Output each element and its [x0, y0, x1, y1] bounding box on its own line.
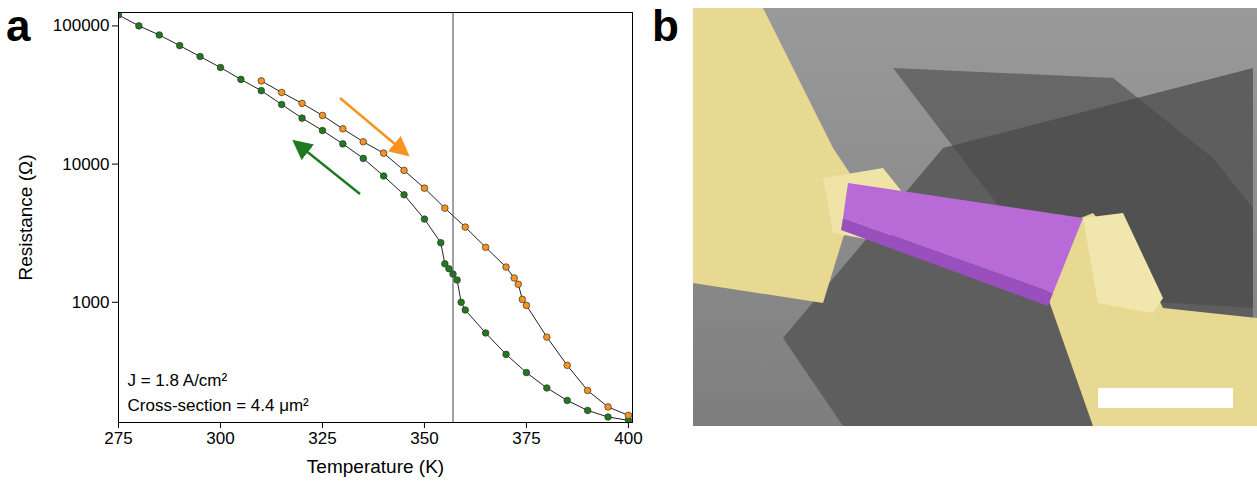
svg-text:Resistance (Ω): Resistance (Ω) [15, 154, 36, 280]
html-text:b: b [652, 1, 679, 50]
svg-text:300: 300 [206, 429, 234, 448]
svg-text:100000: 100000 [53, 16, 110, 35]
html-text:a: a [6, 1, 31, 50]
svg-text:400: 400 [614, 429, 642, 448]
svg-text:10000: 10000 [62, 155, 109, 174]
svg-text:1000: 1000 [72, 293, 110, 312]
svg-text:350: 350 [410, 429, 438, 448]
svg-text:Temperature (K): Temperature (K) [307, 456, 444, 477]
svg-text:375: 375 [512, 429, 540, 448]
svg-text:275: 275 [104, 429, 132, 448]
svg-text:J = 1.8 A/cm²: J = 1.8 A/cm² [128, 371, 228, 390]
svg-text:Cross-section = 4.4 μm²: Cross-section = 4.4 μm² [128, 396, 310, 415]
svg-text:325: 325 [308, 429, 336, 448]
